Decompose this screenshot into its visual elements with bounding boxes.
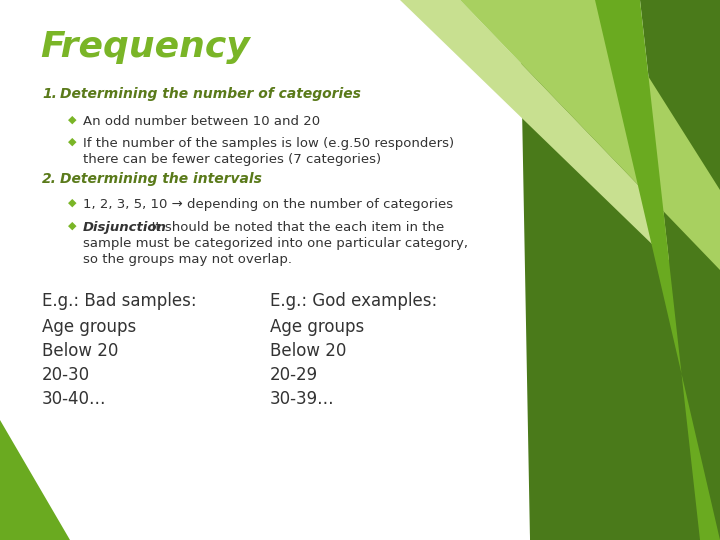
Text: 20-30: 20-30 xyxy=(42,366,90,384)
Text: Frequency: Frequency xyxy=(40,30,250,64)
Text: Disjunction: Disjunction xyxy=(83,221,167,234)
Text: Below 20: Below 20 xyxy=(42,342,118,360)
Text: Determining the number of categories: Determining the number of categories xyxy=(60,87,361,101)
Polygon shape xyxy=(0,0,530,540)
Text: 1.: 1. xyxy=(42,87,57,101)
Text: ◆: ◆ xyxy=(68,198,76,208)
Text: 30-39…: 30-39… xyxy=(270,390,335,408)
Polygon shape xyxy=(595,0,720,540)
Text: Age groups: Age groups xyxy=(270,318,364,336)
Polygon shape xyxy=(0,420,70,540)
Polygon shape xyxy=(460,0,720,270)
Text: ◆: ◆ xyxy=(68,137,76,147)
Polygon shape xyxy=(520,0,720,540)
Text: Determining the intervals: Determining the intervals xyxy=(60,172,262,186)
Polygon shape xyxy=(400,0,720,310)
Text: ◆: ◆ xyxy=(68,115,76,125)
Text: Below 20: Below 20 xyxy=(270,342,346,360)
Text: 2.: 2. xyxy=(42,172,57,186)
Text: If the number of the samples is low (e.g.50 responders): If the number of the samples is low (e.g… xyxy=(83,137,454,150)
Text: Age groups: Age groups xyxy=(42,318,136,336)
Text: so the groups may not overlap.: so the groups may not overlap. xyxy=(83,253,292,266)
Text: 1, 2, 3, 5, 10 → depending on the number of categories: 1, 2, 3, 5, 10 → depending on the number… xyxy=(83,198,453,211)
Text: there can be fewer categories (7 categories): there can be fewer categories (7 categor… xyxy=(83,153,381,166)
Polygon shape xyxy=(640,0,720,540)
Text: sample must be categorized into one particular category,: sample must be categorized into one part… xyxy=(83,237,468,250)
Text: 30-40…: 30-40… xyxy=(42,390,107,408)
Text: ◆: ◆ xyxy=(68,221,76,231)
Text: E.g.: Bad samples:: E.g.: Bad samples: xyxy=(42,292,197,310)
Text: 20-29: 20-29 xyxy=(270,366,318,384)
Text: An odd number between 10 and 20: An odd number between 10 and 20 xyxy=(83,115,320,128)
Text: E.g.: God examples:: E.g.: God examples: xyxy=(270,292,437,310)
Text: : It should be noted that the each item in the: : It should be noted that the each item … xyxy=(143,221,444,234)
